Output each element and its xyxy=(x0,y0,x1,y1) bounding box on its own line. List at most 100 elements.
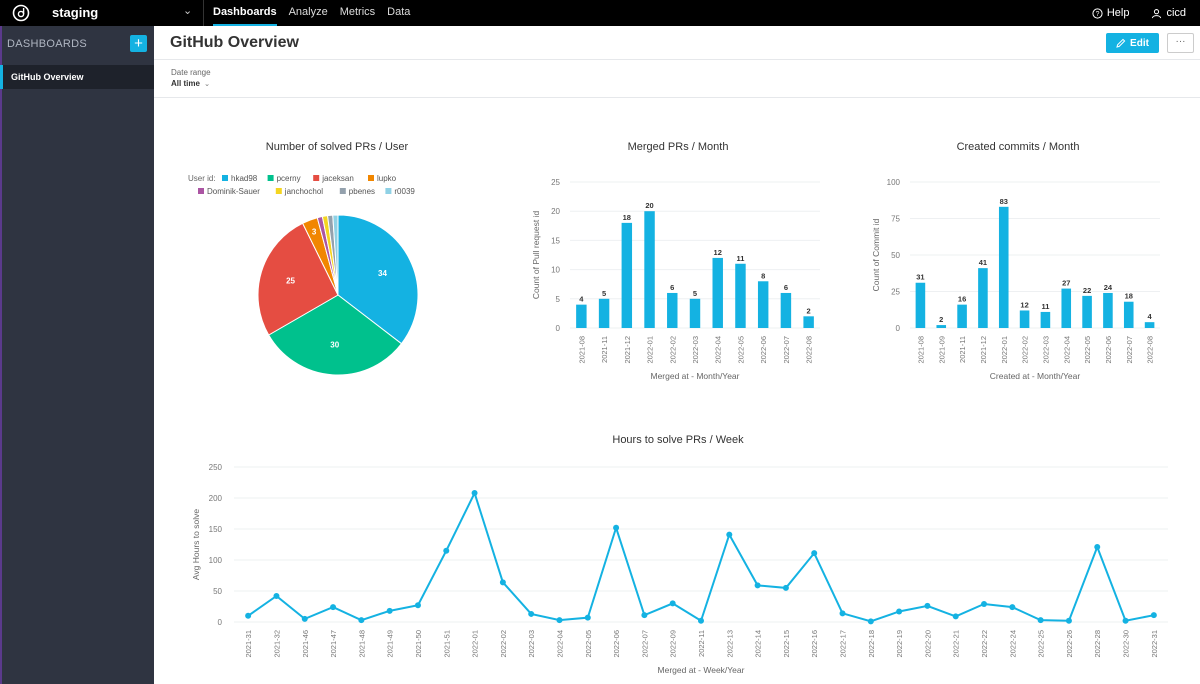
x-tick-label: 2022-08 xyxy=(805,336,814,364)
x-tick-label: 2022-17 xyxy=(839,630,848,658)
legend-label: hkad98 xyxy=(231,174,258,183)
user-menu[interactable]: cicd xyxy=(1151,7,1186,19)
bar xyxy=(936,325,947,328)
pie-slice xyxy=(268,294,403,376)
chart-title-merged-prs: Merged PRs / Month xyxy=(627,141,729,153)
x-tick-label: 2022-14 xyxy=(754,630,763,658)
chart-title-created-commits: Created commits / Month xyxy=(956,141,1080,153)
x-tick-label: 2021-51 xyxy=(442,630,451,658)
bar-data-label: 31 xyxy=(916,273,924,282)
chevron-down-icon: ⌄ xyxy=(204,81,211,88)
bar xyxy=(598,298,610,328)
pie-data-label: 30 xyxy=(330,340,339,349)
y-tick-label: 5 xyxy=(556,295,561,304)
bar-data-label: 22 xyxy=(1083,286,1091,295)
x-tick-label: 2022-13 xyxy=(725,630,734,658)
y-tick-label: 50 xyxy=(213,587,222,596)
user-icon xyxy=(1152,8,1162,18)
app-logo-icon[interactable] xyxy=(12,4,30,22)
pie-slice xyxy=(337,214,419,345)
bar xyxy=(1144,322,1155,328)
chevron-down-icon[interactable]: ⌄ xyxy=(183,5,193,17)
bar-data-label: 12 xyxy=(714,248,722,257)
data-point xyxy=(754,582,761,589)
bar xyxy=(978,268,988,328)
y-tick-label: 0 xyxy=(218,618,223,627)
x-tick-label: 2022-16 xyxy=(810,630,819,658)
bar xyxy=(1061,288,1072,328)
x-tick-label: 2021-11 xyxy=(958,336,967,363)
data-point xyxy=(867,618,874,625)
data-point xyxy=(499,579,506,586)
x-tick-label: 2021-48 xyxy=(357,630,366,658)
x-tick-label: 2022-02 xyxy=(499,630,508,658)
edit-button[interactable]: Edit xyxy=(1106,33,1159,53)
data-point xyxy=(273,592,280,599)
bar xyxy=(689,298,701,328)
data-point xyxy=(641,612,648,619)
workspace-name[interactable]: staging xyxy=(52,5,99,20)
nav-dashboards[interactable]: Dashboards xyxy=(213,0,277,26)
x-axis-label: Merged at - Month/Year xyxy=(651,371,740,381)
legend-label: janchochol xyxy=(284,187,323,196)
line-series xyxy=(247,490,1155,623)
pie-chart: User id: hkad98 pcerny jaceksan lupko Dominik… xyxy=(188,174,419,376)
nav-analyze[interactable]: Analyze xyxy=(288,6,328,18)
legend-label: r0039 xyxy=(394,187,415,196)
bar xyxy=(803,316,814,328)
data-point xyxy=(1037,617,1044,624)
pie-data-label: 34 xyxy=(378,269,387,278)
data-point xyxy=(386,607,393,614)
bar xyxy=(712,257,723,328)
bar xyxy=(780,292,792,328)
sidebar-item-github-overview[interactable]: GitHub Overview xyxy=(0,65,154,89)
pie-slice xyxy=(332,214,339,296)
data-point xyxy=(839,610,846,617)
bar-data-label: 16 xyxy=(958,295,966,304)
chart-title-solved-prs: Number of solved PRs / User xyxy=(265,141,409,153)
x-tick-label: 2021-47 xyxy=(329,630,338,658)
bar xyxy=(576,304,587,328)
legend-swatch xyxy=(385,188,392,194)
data-point xyxy=(896,608,903,615)
add-dashboard-button[interactable]: + xyxy=(130,35,147,52)
x-tick-label: 2022-30 xyxy=(1122,630,1131,658)
legend-label: Dominik-Sauer xyxy=(207,187,260,196)
x-tick-label: 2022-07 xyxy=(782,336,791,364)
legend-swatch xyxy=(198,188,204,194)
nav-data[interactable]: Data xyxy=(387,6,411,18)
bar-data-label: 5 xyxy=(602,289,606,298)
bar-data-label: 18 xyxy=(1125,292,1133,301)
more-options-button[interactable]: ··· xyxy=(1167,33,1194,53)
date-range-label: Date range xyxy=(171,68,211,77)
y-tick-label: 150 xyxy=(209,525,223,534)
pie-data-label: 25 xyxy=(286,277,295,286)
top-bar: staging ⌄ Dashboards Analyze Metrics Dat… xyxy=(0,0,1200,26)
y-tick-label: 25 xyxy=(891,288,900,297)
legend-swatch xyxy=(275,188,282,194)
x-tick-label: 2022-19 xyxy=(895,630,904,658)
bar-data-label: 24 xyxy=(1104,283,1113,292)
x-tick-label: 2022-24 xyxy=(1008,630,1017,658)
x-tick-label: 2022-18 xyxy=(867,630,876,658)
legend-title: User id: xyxy=(188,174,216,183)
x-tick-label: 2021-12 xyxy=(623,336,632,364)
data-point xyxy=(952,613,959,620)
created-commits-bar-chart: 0 25 50 75 100 Count of Commit id 31 2021-08 2 20… xyxy=(871,178,1160,381)
date-range-dropdown[interactable]: All time ⌄ xyxy=(171,79,210,88)
x-tick-label: 2022-04 xyxy=(1062,336,1071,364)
bar xyxy=(644,211,655,328)
bar xyxy=(667,292,678,328)
data-point xyxy=(924,602,931,609)
help-link[interactable]: ? Help xyxy=(1092,7,1129,19)
y-tick-label: 100 xyxy=(209,556,223,565)
x-axis-label: Merged at - Week/Year xyxy=(658,665,745,675)
bar-data-label: 2 xyxy=(807,306,811,315)
y-tick-label: 100 xyxy=(887,178,901,187)
x-tick-label: 2022-06 xyxy=(1104,336,1113,364)
hours-line-chart: 0 50 100 150 200 250 Avg Hours to solve 2021-31… xyxy=(191,463,1168,675)
pencil-icon xyxy=(1116,38,1126,48)
x-tick-label: 2022-02 xyxy=(1021,336,1030,364)
nav-metrics[interactable]: Metrics xyxy=(339,6,376,18)
legend-label: pcerny xyxy=(277,174,301,183)
